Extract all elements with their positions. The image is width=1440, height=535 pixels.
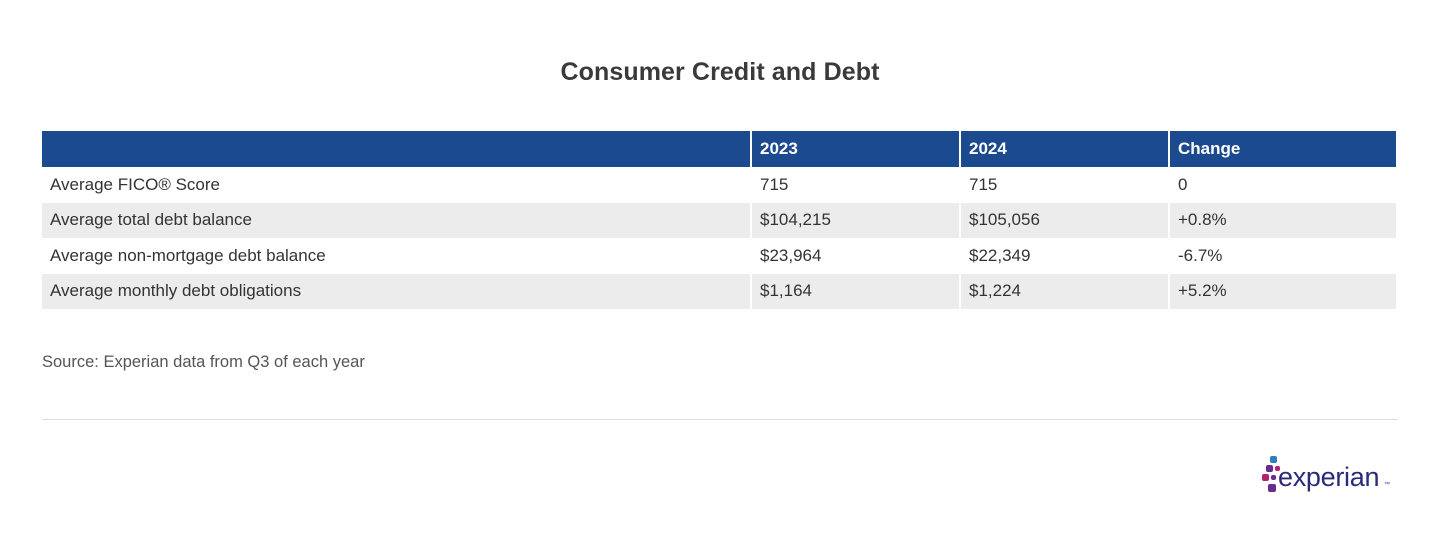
credit-debt-table: 2023 2024 Change Average FICO® Score 715… <box>42 131 1396 309</box>
value-change: +0.8% <box>1168 202 1396 238</box>
logo-trademark: ™ <box>1384 482 1390 488</box>
table-row: Average non-mortgage debt balance $23,96… <box>42 238 1396 274</box>
logo-dot-icon <box>1268 484 1276 492</box>
value-2023: $1,164 <box>750 273 959 309</box>
logo-dot-icon <box>1271 475 1276 480</box>
experian-logo: experian ™ <box>1262 456 1392 500</box>
logo-dot-icon <box>1266 465 1273 472</box>
value-2024: $22,349 <box>959 238 1168 274</box>
value-2024: $1,224 <box>959 273 1168 309</box>
divider <box>42 419 1398 420</box>
value-2024: 715 <box>959 167 1168 203</box>
header-2023: 2023 <box>750 131 959 167</box>
table-row: Average monthly debt obligations $1,164 … <box>42 273 1396 309</box>
row-label: Average total debt balance <box>42 202 750 238</box>
row-label: Average FICO® Score <box>42 167 750 203</box>
header-2024: 2024 <box>959 131 1168 167</box>
header-change: Change <box>1168 131 1396 167</box>
table-header-row: 2023 2024 Change <box>42 131 1396 167</box>
value-2023: $23,964 <box>750 238 959 274</box>
page-title: Consumer Credit and Debt <box>560 58 880 86</box>
value-change: -6.7% <box>1168 238 1396 274</box>
logo-wordmark: experian <box>1278 462 1380 492</box>
value-change: +5.2% <box>1168 273 1396 309</box>
source-note: Source: Experian data from Q3 of each ye… <box>42 353 365 371</box>
row-label: Average monthly debt obligations <box>42 273 750 309</box>
value-2024: $105,056 <box>959 202 1168 238</box>
row-label: Average non-mortgage debt balance <box>42 238 750 274</box>
table-row: Average FICO® Score 715 715 0 <box>42 167 1396 203</box>
value-2023: 715 <box>750 167 959 203</box>
header-label <box>42 131 750 167</box>
logo-dot-icon <box>1262 474 1269 481</box>
logo-dot-icon <box>1270 456 1277 463</box>
value-change: 0 <box>1168 167 1396 203</box>
logo-dot-icon <box>1275 466 1280 471</box>
table-row: Average total debt balance $104,215 $105… <box>42 202 1396 238</box>
value-2023: $104,215 <box>750 202 959 238</box>
